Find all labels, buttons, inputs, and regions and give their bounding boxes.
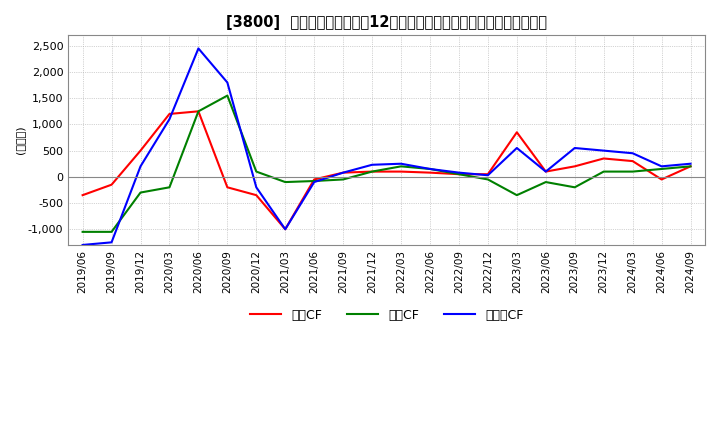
投資CF: [686, 164, 695, 169]
投資CF: [194, 109, 203, 114]
フリーCF: [368, 162, 377, 167]
投資CF: [107, 229, 116, 235]
フリーCF: [513, 145, 521, 150]
営業CF: [629, 158, 637, 164]
営業CF: [368, 169, 377, 174]
営業CF: [570, 164, 579, 169]
営業CF: [78, 193, 87, 198]
営業CF: [194, 109, 203, 114]
営業CF: [686, 164, 695, 169]
フリーCF: [310, 180, 318, 185]
投資CF: [310, 178, 318, 183]
投資CF: [570, 185, 579, 190]
投資CF: [281, 180, 289, 185]
Legend: 営業CF, 投資CF, フリーCF: 営業CF, 投資CF, フリーCF: [245, 304, 528, 327]
投資CF: [541, 180, 550, 185]
営業CF: [657, 177, 666, 182]
営業CF: [136, 148, 145, 153]
営業CF: [454, 172, 463, 177]
フリーCF: [484, 172, 492, 178]
フリーCF: [78, 242, 87, 248]
フリーCF: [454, 170, 463, 175]
投資CF: [136, 190, 145, 195]
フリーCF: [281, 227, 289, 232]
フリーCF: [107, 240, 116, 245]
営業CF: [223, 185, 232, 190]
投資CF: [454, 172, 463, 177]
投資CF: [484, 177, 492, 182]
Title: [3800]  キャッシュフローの12か月移動合計の対前年同期増減額の推移: [3800] キャッシュフローの12か月移動合計の対前年同期増減額の推移: [226, 15, 547, 30]
投資CF: [599, 169, 608, 174]
営業CF: [484, 172, 492, 177]
フリーCF: [339, 170, 348, 175]
営業CF: [107, 182, 116, 187]
投資CF: [368, 169, 377, 174]
Line: フリーCF: フリーCF: [83, 48, 690, 245]
投資CF: [629, 169, 637, 174]
フリーCF: [223, 80, 232, 85]
投資CF: [78, 229, 87, 235]
投資CF: [513, 193, 521, 198]
営業CF: [541, 169, 550, 174]
Line: 投資CF: 投資CF: [83, 95, 690, 232]
フリーCF: [686, 161, 695, 166]
営業CF: [397, 169, 405, 174]
フリーCF: [541, 169, 550, 174]
フリーCF: [657, 164, 666, 169]
営業CF: [339, 170, 348, 175]
営業CF: [252, 193, 261, 198]
投資CF: [339, 177, 348, 182]
フリーCF: [426, 166, 434, 172]
投資CF: [252, 169, 261, 174]
営業CF: [513, 130, 521, 135]
フリーCF: [397, 161, 405, 166]
営業CF: [426, 170, 434, 175]
フリーCF: [194, 46, 203, 51]
営業CF: [310, 177, 318, 182]
投資CF: [223, 93, 232, 98]
フリーCF: [599, 148, 608, 153]
Y-axis label: (百万円): (百万円): [15, 126, 25, 154]
営業CF: [281, 227, 289, 232]
フリーCF: [165, 117, 174, 122]
Line: 営業CF: 営業CF: [83, 111, 690, 229]
営業CF: [165, 111, 174, 117]
営業CF: [599, 156, 608, 161]
フリーCF: [629, 150, 637, 156]
フリーCF: [570, 145, 579, 150]
投資CF: [165, 185, 174, 190]
フリーCF: [136, 164, 145, 169]
投資CF: [657, 166, 666, 172]
投資CF: [397, 164, 405, 169]
フリーCF: [252, 185, 261, 190]
投資CF: [426, 166, 434, 172]
